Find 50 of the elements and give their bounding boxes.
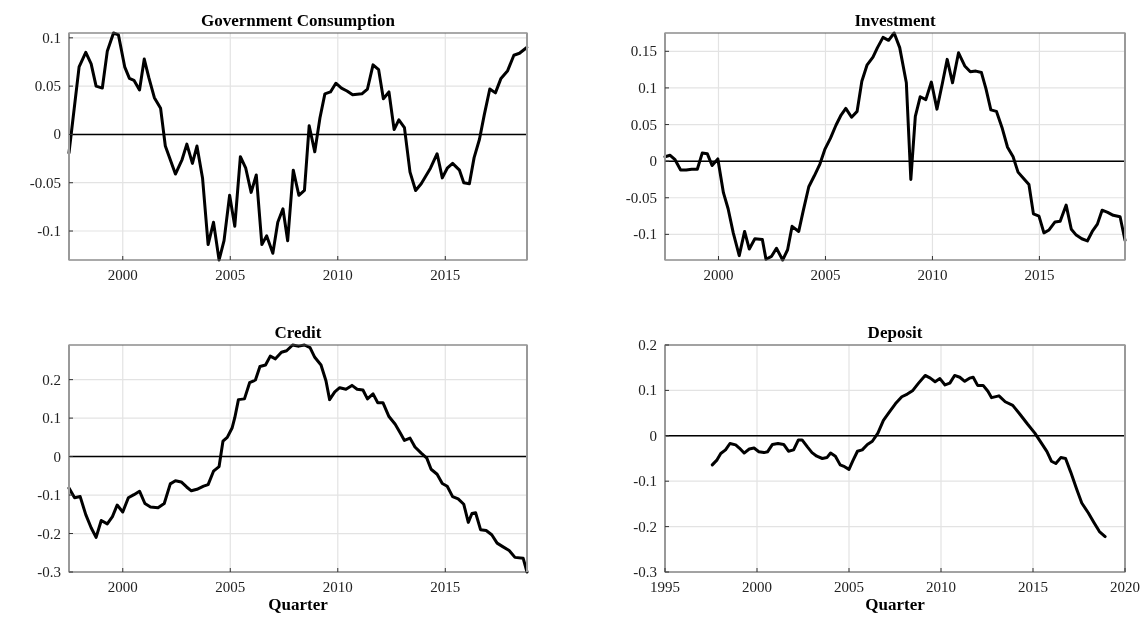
x-tick-label: 2010: [322, 579, 353, 595]
x-tick-label: 2010: [322, 267, 353, 283]
x-tick-label: 2005: [215, 579, 246, 595]
x-axis-title: Quarter: [268, 595, 329, 614]
chart-title: Deposit: [867, 323, 923, 342]
y-tick-label: -0.1: [37, 223, 61, 240]
x-tick-label: 2000: [107, 579, 138, 595]
y-tick-label: -0.1: [633, 226, 657, 243]
y-tick-label: 0.15: [630, 43, 657, 60]
x-tick-label: 2010: [917, 267, 948, 283]
x-axis-title: Quarter: [865, 595, 926, 614]
y-tick-label: -0.3: [37, 564, 61, 580]
y-tick-label: 0.1: [42, 29, 61, 46]
x-tick-label: 2015: [430, 267, 461, 283]
y-tick-label: 0: [649, 153, 657, 170]
x-tick-label: 2000: [703, 267, 734, 283]
x-tick-label: 2000: [742, 579, 772, 595]
chart-title: Government Consumption: [200, 11, 396, 30]
y-tick-label: -0.2: [37, 525, 61, 542]
y-tick-label: 0.1: [638, 382, 657, 399]
chart-title: Investment: [854, 11, 936, 30]
x-tick-label: 2005: [215, 267, 246, 283]
chart-title: Credit: [274, 323, 322, 342]
x-tick-label: 2015: [430, 579, 461, 595]
y-tick-label: -0.05: [29, 174, 61, 191]
x-tick-label: 2010: [926, 579, 956, 595]
x-tick-label: 1995: [650, 579, 680, 595]
x-tick-label: 2020: [1110, 579, 1140, 595]
x-tick-label: 2015: [1018, 579, 1048, 595]
y-tick-label: 0.1: [638, 79, 657, 96]
line-series: [67, 343, 529, 574]
x-tick-label: 2005: [834, 579, 864, 595]
x-tick-label: 2000: [107, 267, 138, 283]
y-tick-label: -0.05: [625, 189, 657, 206]
line-series: [67, 31, 529, 262]
x-tick-label: 2005: [810, 267, 841, 283]
y-tick-label: 0.2: [638, 337, 657, 353]
y-tick-label: -0.2: [633, 518, 657, 535]
y-tick-label: -0.3: [633, 564, 657, 580]
line-series: [663, 31, 1127, 262]
y-tick-label: 0: [53, 126, 61, 143]
y-tick-label: 0: [649, 427, 657, 444]
y-tick-label: 0: [53, 448, 61, 465]
y-tick-label: -0.1: [633, 473, 657, 490]
y-tick-label: 0.1: [42, 410, 61, 427]
y-tick-label: 0.05: [34, 78, 61, 95]
y-tick-label: -0.1: [37, 487, 61, 504]
x-tick-label: 2015: [1024, 267, 1055, 283]
y-tick-label: 0.2: [42, 371, 61, 388]
y-tick-label: 0.05: [630, 116, 657, 133]
